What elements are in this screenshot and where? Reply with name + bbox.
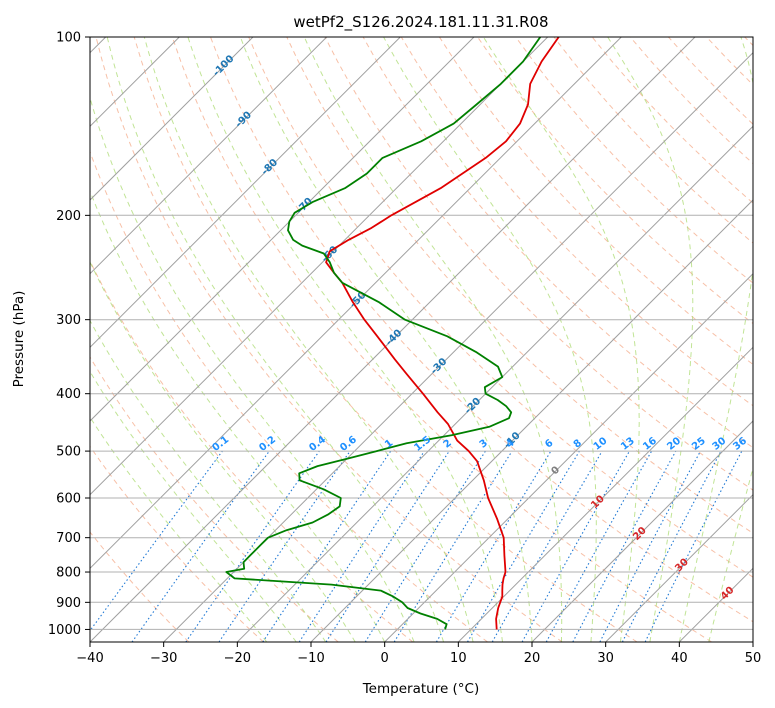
moist-adiabat-line xyxy=(607,37,694,642)
dry-adiabat-line xyxy=(90,445,264,642)
moist-adiabat-line xyxy=(90,189,386,642)
x-tick-label: 20 xyxy=(524,651,541,666)
x-tick-label: 30 xyxy=(597,651,614,666)
y-tick-label: 600 xyxy=(56,492,81,507)
mixing-ratio-line xyxy=(185,450,320,642)
isotherm-line xyxy=(605,493,753,642)
y-tick-label: 300 xyxy=(56,313,81,328)
y-tick-label: 400 xyxy=(56,387,81,402)
dry-adiabat-line xyxy=(248,37,753,578)
isotherm-line xyxy=(90,37,401,349)
isotherm-line xyxy=(90,37,622,570)
moist-adiabat-line xyxy=(303,37,563,642)
chart-title: wetPf2_S126.2024.181.11.31.R08 xyxy=(293,13,548,32)
dry-adiabat-line xyxy=(133,37,638,642)
moist-adiabat-line xyxy=(383,37,597,642)
mixing-ratio-line xyxy=(393,450,513,642)
y-tick-label: 1000 xyxy=(48,623,81,638)
dry-adiabat-line xyxy=(90,356,339,642)
isotherm-line xyxy=(90,37,328,275)
y-tick-label: 800 xyxy=(56,566,81,581)
mixing-ratio-line xyxy=(572,450,677,642)
profile-line xyxy=(225,37,542,630)
mixing-ratio-line xyxy=(90,450,223,632)
y-tick-label: 500 xyxy=(56,445,81,460)
mixing-ratio-line xyxy=(218,450,351,642)
profile-line xyxy=(325,37,560,630)
isotherm-line xyxy=(90,37,549,496)
moist-adiabat-line xyxy=(90,370,297,642)
dry-adiabat-line xyxy=(210,37,753,623)
mixing-ratio-line xyxy=(521,450,630,642)
y-tick-label: 200 xyxy=(56,209,81,224)
isotherm-line xyxy=(531,420,753,642)
x-axis-ticks: −40 −30 −20 −10 0 10 20 30 40 50 xyxy=(76,642,761,666)
x-tick-label: −10 xyxy=(297,651,324,666)
isotherm-line xyxy=(457,346,753,642)
x-tick-label: −30 xyxy=(150,651,177,666)
dry-adiabat-line xyxy=(438,37,753,366)
isobars xyxy=(90,37,753,630)
isotherm-line xyxy=(310,199,753,642)
mixing-ratio-line xyxy=(262,450,392,642)
y-tick-label: 900 xyxy=(56,596,81,611)
x-tick-label: 40 xyxy=(671,651,688,666)
moist-adiabat-line xyxy=(482,37,640,642)
dry-adiabat-line xyxy=(400,37,753,407)
x-tick-label: 50 xyxy=(745,651,762,666)
isotherm-line xyxy=(90,37,475,422)
y-axis-ticks: 100 200 300 400 500 600 700 800 900 1000 xyxy=(48,31,90,638)
dry-adiabat-line xyxy=(95,37,563,642)
x-tick-label: −40 xyxy=(76,651,103,666)
dry-adiabat-line xyxy=(90,150,488,642)
mixing-ratio-line xyxy=(325,450,450,642)
moist-adiabat-line xyxy=(90,416,268,642)
x-tick-label: 10 xyxy=(450,651,467,666)
y-tick-label: 100 xyxy=(56,31,81,46)
x-tick-label: −20 xyxy=(224,651,251,666)
moist-adiabat-line xyxy=(143,37,474,642)
x-tick-label: 0 xyxy=(381,651,389,666)
mixing-ratio-line xyxy=(298,450,425,642)
isotherm-line xyxy=(90,37,254,201)
plot-frame xyxy=(89,36,754,643)
mixing-ratio-line xyxy=(644,450,743,642)
moist-adiabat-line xyxy=(187,37,503,642)
isotherm-line xyxy=(752,641,753,642)
isotherm-line xyxy=(236,125,753,642)
dry-adiabat-line xyxy=(515,37,753,284)
y-axis-label: Pressure (hPa) xyxy=(11,291,27,388)
mixing-ratio-lines xyxy=(90,450,743,642)
moist-adiabat-line xyxy=(90,260,356,642)
isotherm-line xyxy=(384,272,753,642)
mixing-ratio-line xyxy=(131,450,270,642)
dry-adiabat-line xyxy=(171,37,712,642)
mixing-ratio-line xyxy=(545,450,653,642)
moist-adiabat-line xyxy=(239,37,533,642)
y-tick-label: 700 xyxy=(56,531,81,546)
profile-series xyxy=(225,37,560,630)
dry-adiabat-line xyxy=(90,531,190,642)
isotherm-line xyxy=(90,37,696,642)
x-axis-label: Temperature (°C) xyxy=(362,681,480,697)
moist-adiabats xyxy=(90,37,753,642)
moist-adiabat-line xyxy=(106,37,445,642)
